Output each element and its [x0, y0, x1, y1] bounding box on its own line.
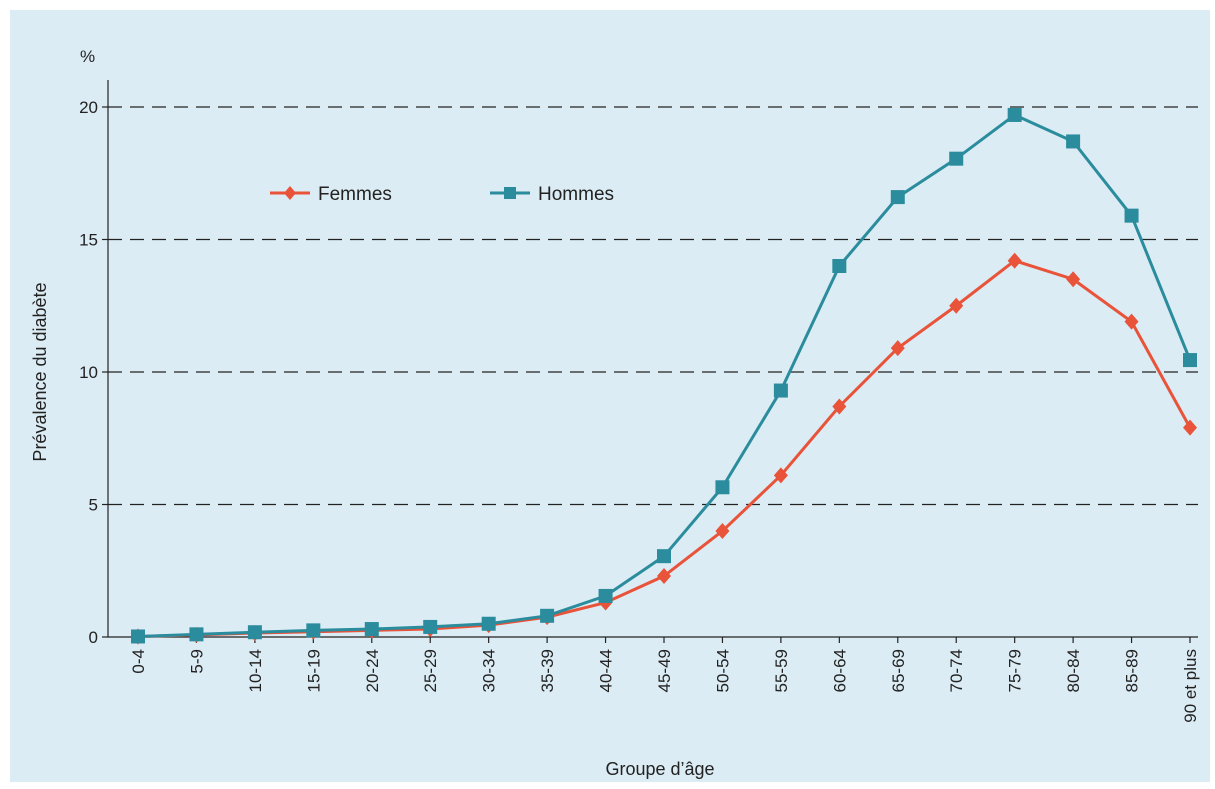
legend-label-hommes: Hommes	[538, 184, 614, 205]
x-tick-label: 80-84	[1064, 649, 1083, 692]
chart-panel: 0 5 10 15 20 0-4 5-9 10-14 15-19 20-24 25-29 30-34…	[10, 10, 1210, 782]
data-point	[890, 340, 905, 357]
data-point	[890, 190, 905, 205]
y-tick-label: 0	[89, 628, 98, 647]
x-tick-label: 55-59	[772, 649, 791, 692]
x-tick-label: 30-34	[480, 649, 499, 692]
data-point	[773, 467, 788, 484]
legend: Femmes Hommes	[270, 184, 614, 205]
x-axis-title: Groupe d’âge	[605, 759, 714, 779]
y-unit-label: %	[80, 47, 95, 66]
data-point	[832, 259, 847, 273]
x-tick-label: 70-74	[947, 649, 966, 692]
x-tick-label: 50-54	[713, 649, 732, 692]
data-point	[773, 383, 788, 398]
y-tick-label: 15	[79, 231, 98, 250]
axes	[107, 80, 1198, 638]
x-tick-label: 60-64	[830, 649, 849, 692]
legend-marker-hommes	[504, 187, 516, 199]
data-point	[832, 398, 847, 415]
x-tick-label: 65-69	[889, 649, 908, 692]
x-tick-labels: 0-4 5-9 10-14 15-19 20-24 25-29 30-34 35-39 40-4…	[129, 637, 1200, 723]
data-point	[364, 622, 379, 637]
x-tick-label: 90 et plus	[1181, 649, 1200, 723]
data-point	[715, 523, 730, 539]
x-tick-label: 5-9	[187, 649, 206, 674]
y-axis-title: Prévalence du diabète	[30, 282, 50, 461]
data-point	[1124, 208, 1139, 223]
data-point	[949, 151, 964, 166]
data-point	[306, 623, 321, 638]
data-point	[715, 480, 730, 495]
data-point	[657, 568, 671, 585]
gridlines	[108, 106, 1198, 506]
x-tick-label: 10-14	[246, 649, 265, 692]
series-lines	[131, 107, 1197, 645]
data-point	[247, 625, 262, 640]
x-tick-label: 75-79	[1006, 649, 1025, 692]
series-hommes	[131, 107, 1197, 644]
data-point	[423, 619, 438, 634]
data-point	[598, 588, 613, 603]
legend-label-femmes: Femmes	[318, 184, 392, 205]
line-chart: 0 5 10 15 20 0-4 5-9 10-14 15-19 20-24 25-29 30-34…	[30, 47, 1200, 779]
y-tick-label: 20	[79, 98, 98, 117]
data-point	[481, 616, 496, 631]
x-tick-label: 15-19	[304, 649, 323, 692]
data-point	[1183, 353, 1197, 368]
legend-marker-femmes	[284, 186, 296, 200]
data-point	[1066, 134, 1081, 149]
x-tick-label: 0-4	[129, 649, 148, 674]
x-tick-label: 45-49	[655, 649, 674, 692]
x-tick-label: 20-24	[363, 649, 382, 692]
y-tick-labels: 0 5 10 15 20	[79, 98, 108, 647]
y-tick-label: 10	[79, 363, 98, 382]
x-tick-label: 25-29	[421, 649, 440, 692]
y-tick-label: 5	[89, 496, 98, 515]
data-point	[1007, 107, 1022, 122]
data-point	[657, 549, 671, 564]
data-point	[1066, 271, 1081, 288]
x-tick-label: 85-89	[1123, 649, 1142, 692]
data-point	[540, 608, 555, 623]
legend-item-femmes: Femmes	[270, 184, 392, 205]
legend-item-hommes: Hommes	[490, 184, 614, 205]
data-point	[131, 629, 145, 644]
x-tick-label: 40-44	[597, 649, 616, 692]
data-point	[949, 297, 964, 314]
data-point	[1007, 252, 1022, 269]
series-femmes	[131, 252, 1197, 645]
x-tick-label: 35-39	[538, 649, 557, 692]
data-point	[1124, 313, 1139, 330]
data-point	[1183, 419, 1197, 436]
data-point	[189, 627, 204, 642]
